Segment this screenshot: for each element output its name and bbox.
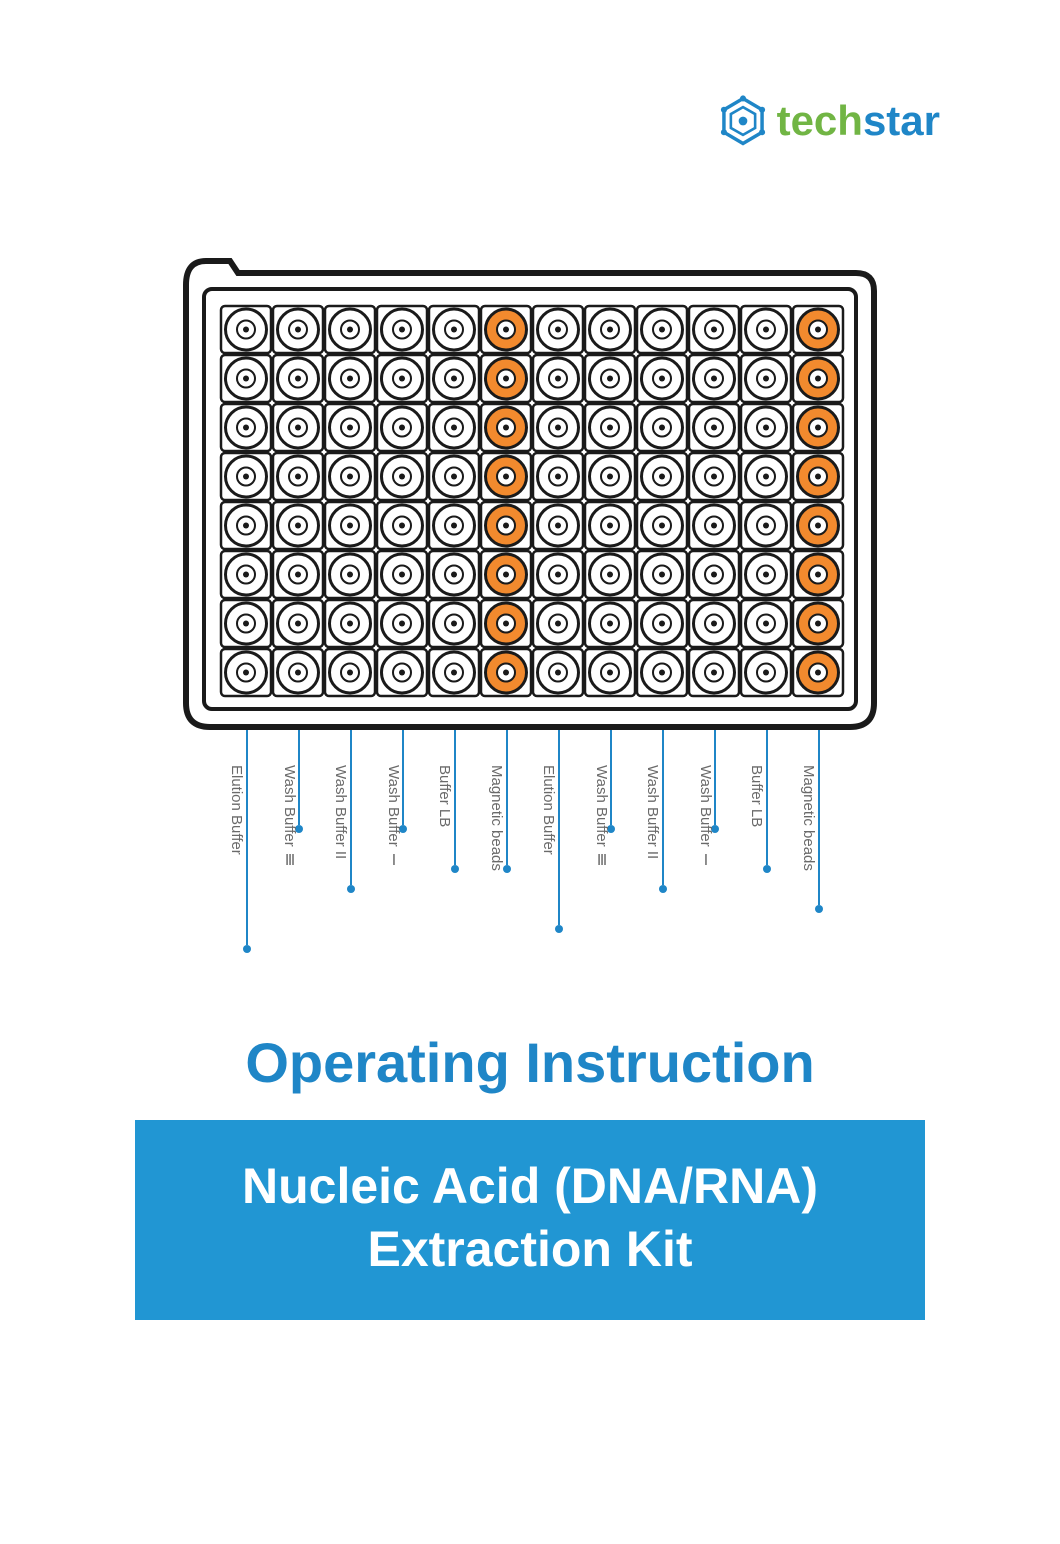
callout-label: Wash Buffer Ⅰ — [696, 765, 714, 869]
callout-dot — [243, 945, 251, 953]
callout-line — [350, 730, 352, 885]
well-plate-diagram — [180, 255, 880, 745]
callout-label: Wash Buffer II — [332, 765, 349, 859]
callout-line — [766, 730, 768, 865]
subtitle-box: Nucleic Acid (DNA/RNA) Extraction Kit — [135, 1120, 925, 1320]
logo-text-tech: tech — [777, 97, 863, 144]
callout-label: Wash Buffer II — [644, 765, 661, 859]
callout-line — [610, 730, 612, 825]
callout-dot — [659, 885, 667, 893]
logo-text: techstar — [777, 97, 940, 145]
callout-line — [506, 730, 508, 865]
callout-label: Elution Buffer — [228, 765, 245, 855]
callout-line — [558, 730, 560, 925]
logo-text-star: star — [863, 97, 940, 144]
callout-label: Magnetic beads — [800, 765, 817, 871]
page-heading: Operating Instruction — [0, 1030, 1060, 1095]
callout-dot — [451, 865, 459, 873]
callout-label: Buffer LB — [748, 765, 765, 827]
callout-label: Magnetic beads — [488, 765, 505, 871]
callout-dot — [763, 865, 771, 873]
callout-label: Buffer LB — [436, 765, 453, 827]
callout-label: Wash Buffer Ⅲ — [592, 765, 610, 869]
subtitle-line-1: Nucleic Acid (DNA/RNA) — [155, 1155, 905, 1218]
callout-label: Wash Buffer Ⅲ — [280, 765, 298, 869]
logo-hexagon-icon — [717, 95, 769, 147]
subtitle-line-2: Extraction Kit — [155, 1218, 905, 1281]
callout-line — [714, 730, 716, 825]
callout-line — [298, 730, 300, 825]
callout-line — [818, 730, 820, 905]
callout-label: Elution Buffer — [540, 765, 557, 855]
callout-line — [246, 730, 248, 945]
callout-line — [662, 730, 664, 885]
callout-dot — [555, 925, 563, 933]
callout-label: Wash Buffer Ⅰ — [384, 765, 402, 869]
logo: techstar — [717, 95, 940, 147]
callout-line — [402, 730, 404, 825]
callout-line — [454, 730, 456, 865]
callout-labels: Elution Buffer Wash Buffer Ⅲ Wash Buffer I… — [180, 730, 880, 990]
callout-dot — [815, 905, 823, 913]
callout-dot — [347, 885, 355, 893]
